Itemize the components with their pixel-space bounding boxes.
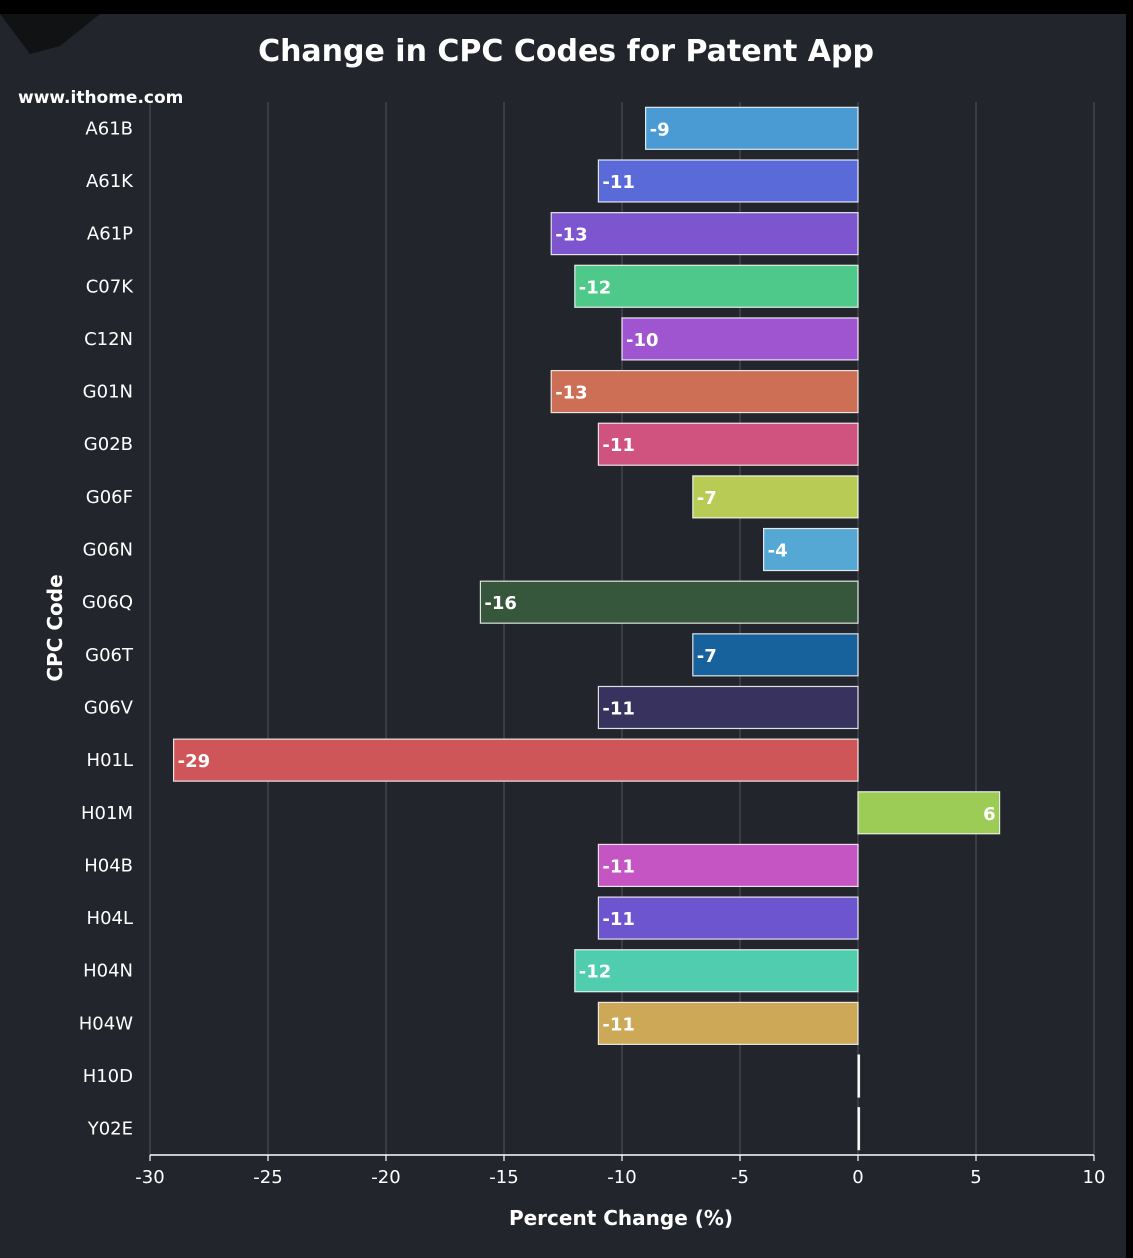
bar-value-label: -11 bbox=[602, 909, 635, 930]
bar-g06t bbox=[692, 633, 859, 677]
bar-value-label: 6 bbox=[983, 804, 996, 825]
bar-g06q bbox=[479, 580, 859, 624]
bar-c07k bbox=[574, 264, 859, 308]
bar-h04w bbox=[597, 1001, 859, 1045]
bar-value-label: -12 bbox=[579, 962, 612, 983]
bar-value-label: -4 bbox=[768, 541, 788, 562]
y-tick-label: H04B bbox=[84, 855, 133, 876]
bar-h01m bbox=[857, 791, 1001, 835]
bar-h04b bbox=[597, 843, 859, 888]
bar-value-label: -11 bbox=[602, 172, 635, 193]
y-tick-label: H01L bbox=[87, 750, 133, 771]
x-tick-label: 10 bbox=[1083, 1167, 1106, 1188]
x-tick-label: -10 bbox=[607, 1167, 636, 1188]
bar-c12n bbox=[621, 317, 859, 361]
corner-decoration bbox=[0, 14, 100, 54]
x-tick-label: -30 bbox=[135, 1167, 164, 1188]
bar-value-label: -12 bbox=[579, 277, 612, 298]
bars bbox=[173, 106, 1001, 1151]
y-tick-label: A61P bbox=[87, 224, 133, 245]
y-tick-label: C12N bbox=[84, 329, 133, 350]
bar-value-label: -11 bbox=[602, 698, 635, 719]
bar-value-label: -13 bbox=[555, 225, 588, 246]
bar-value-label: -11 bbox=[602, 1014, 635, 1035]
y-tick-label: G02B bbox=[84, 434, 133, 455]
chart-title: Change in CPC Codes for Patent App bbox=[258, 34, 874, 69]
bar-chart: -30 -25 -20 -15 -10 -5 0 5 10 A61B A61K A61P C07K C1… bbox=[18, 34, 1105, 1230]
y-tick-label: G06N bbox=[83, 540, 133, 561]
y-tick-label: H01M bbox=[81, 803, 133, 824]
bar-data-labels: -9 -11 -13 -12 -10 -13 -11 -7 -4 -16 -7 -11 -29 6 -11 -… bbox=[178, 119, 996, 1035]
bar-h04n bbox=[574, 949, 859, 993]
bar-value-label: -13 bbox=[555, 383, 588, 404]
x-tick-labels: -30 -25 -20 -15 -10 -5 0 5 10 bbox=[135, 1155, 1105, 1188]
bar-h10d bbox=[857, 1054, 861, 1098]
y-tick-label: G06V bbox=[84, 697, 134, 718]
y-tick-label: G06T bbox=[85, 645, 134, 666]
y-tick-label: G06F bbox=[86, 487, 133, 508]
bar-g02b bbox=[597, 422, 859, 466]
bar-a61p bbox=[550, 212, 859, 256]
y-tick-label: A61B bbox=[85, 118, 133, 139]
y-tick-label: G06Q bbox=[82, 592, 133, 613]
bar-value-label: -7 bbox=[697, 488, 717, 509]
y-tick-label: A61K bbox=[86, 171, 134, 192]
y-tick-label: Y02E bbox=[87, 1119, 133, 1140]
x-tick-label: -20 bbox=[371, 1167, 400, 1188]
bar-value-label: -11 bbox=[602, 856, 635, 877]
x-tick-label: 5 bbox=[970, 1167, 981, 1188]
bar-y02e bbox=[857, 1107, 861, 1151]
bar-value-label: -16 bbox=[484, 593, 517, 614]
chart-panel: -30 -25 -20 -15 -10 -5 0 5 10 A61B A61K A61P C07K C1… bbox=[0, 14, 1126, 1258]
y-tick-label: H10D bbox=[83, 1066, 133, 1087]
x-tick-label: -5 bbox=[731, 1167, 749, 1188]
bar-a61b bbox=[644, 106, 859, 150]
x-tick-label: -15 bbox=[489, 1167, 518, 1188]
bar-value-label: -11 bbox=[602, 435, 635, 456]
x-tick-label: -25 bbox=[253, 1167, 282, 1188]
y-axis-title: CPC Code bbox=[43, 574, 67, 681]
bar-h01l bbox=[173, 738, 859, 782]
bar-value-label: -29 bbox=[178, 751, 211, 772]
grid-lines bbox=[149, 102, 1095, 1155]
y-tick-label: H04N bbox=[83, 961, 133, 982]
bar-value-label: -7 bbox=[697, 646, 717, 667]
watermark-text: www.ithome.com bbox=[18, 88, 183, 108]
bar-g06v bbox=[597, 685, 859, 730]
x-axis-title: Percent Change (%) bbox=[509, 1206, 733, 1230]
x-tick-label: 0 bbox=[852, 1167, 863, 1188]
y-category-labels: A61B A61K A61P C07K C12N G01N G02B G06F G06N G06Q… bbox=[79, 118, 134, 1139]
bar-value-label: -10 bbox=[626, 330, 659, 351]
bar-h04l bbox=[597, 896, 859, 940]
bar-a61k bbox=[597, 159, 859, 203]
bar-g06f bbox=[692, 475, 859, 519]
bar-g06n bbox=[762, 527, 859, 572]
y-tick-label: H04W bbox=[79, 1013, 133, 1034]
y-tick-label: C07K bbox=[86, 276, 134, 297]
bar-value-label: -9 bbox=[650, 119, 670, 140]
y-tick-label: G01N bbox=[83, 382, 133, 403]
bar-g01n bbox=[550, 369, 859, 414]
y-tick-label: H04L bbox=[87, 908, 133, 929]
